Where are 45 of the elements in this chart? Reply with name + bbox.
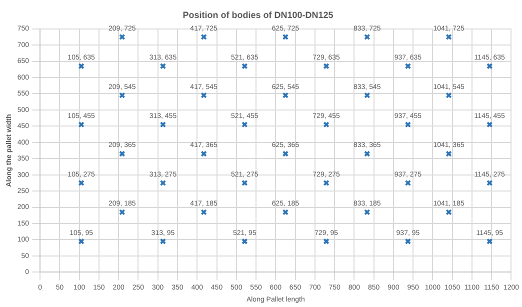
point <box>323 238 330 244</box>
point <box>446 34 452 40</box>
point <box>404 238 412 244</box>
chart-title: Position of bodies of DN100-DN125 <box>182 10 334 20</box>
point <box>242 180 248 186</box>
point <box>282 209 289 216</box>
point <box>404 121 412 128</box>
point <box>200 150 207 157</box>
point <box>282 150 289 157</box>
point <box>200 209 207 216</box>
point <box>404 63 412 70</box>
point <box>446 209 452 216</box>
point <box>119 92 126 98</box>
point <box>364 34 370 40</box>
point <box>242 63 248 70</box>
point <box>446 92 452 98</box>
point <box>200 34 207 40</box>
point <box>242 121 248 128</box>
point <box>160 238 166 244</box>
point <box>119 209 126 216</box>
point <box>78 121 84 128</box>
point <box>119 34 126 40</box>
point <box>78 180 84 186</box>
point <box>364 92 370 98</box>
point <box>282 92 289 98</box>
point <box>200 92 207 98</box>
point <box>323 180 330 186</box>
point <box>160 121 166 128</box>
point <box>78 63 84 70</box>
point <box>486 121 493 128</box>
point <box>364 150 370 157</box>
point <box>486 180 493 186</box>
point <box>446 150 452 157</box>
point <box>242 238 248 244</box>
point <box>404 180 412 186</box>
point <box>119 150 126 157</box>
point <box>323 63 330 70</box>
point <box>78 238 84 244</box>
point <box>282 34 289 40</box>
point <box>323 121 330 128</box>
point <box>364 209 370 216</box>
point <box>160 180 166 186</box>
point <box>486 63 493 70</box>
point <box>486 238 493 244</box>
point <box>160 63 166 70</box>
